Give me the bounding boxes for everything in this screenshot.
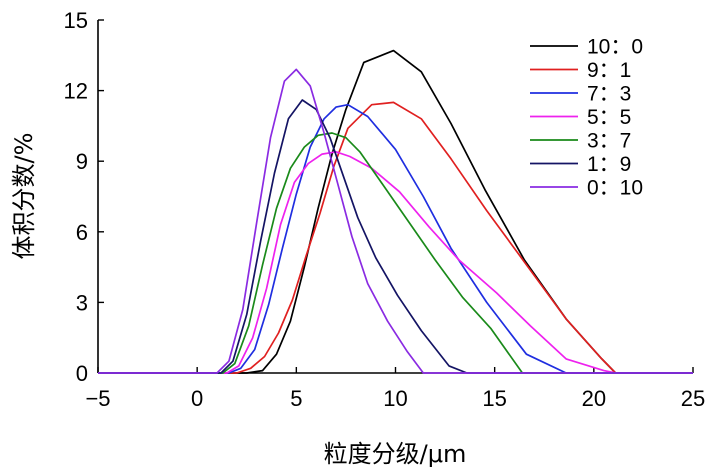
series-line <box>98 99 693 374</box>
y-tick-label: 9 <box>76 149 88 174</box>
x-tick-label: −5 <box>85 386 110 411</box>
series-line <box>98 101 693 374</box>
series-line <box>98 150 693 374</box>
legend-label: 7：3 <box>587 83 631 106</box>
y-tick-label: 3 <box>76 290 88 315</box>
legend-label: 10：0 <box>587 36 643 59</box>
y-tick-label: 0 <box>76 361 88 386</box>
x-tick-label: 0 <box>191 386 203 411</box>
legend: 10：09：17：35：53：71：90：10 <box>530 36 643 200</box>
y-tick-label: 6 <box>76 220 88 245</box>
x-axis-title: 粒度分级/μm <box>324 440 467 468</box>
series-line <box>98 132 693 374</box>
legend-label: 0：10 <box>587 177 643 200</box>
x-ticks: −5 0 5 10 15 20 25 <box>85 367 705 411</box>
legend-label: 9：1 <box>587 59 631 82</box>
y-axis-title: 体积分数/% <box>10 133 38 260</box>
legend-label: 5：5 <box>587 106 631 129</box>
x-tick-label: 25 <box>681 386 705 411</box>
y-tick-label: 15 <box>64 8 88 33</box>
x-tick-label: 10 <box>383 386 407 411</box>
y-ticks: 0 3 6 9 12 15 <box>64 8 104 386</box>
x-tick-label: 5 <box>290 386 302 411</box>
y-tick-label: 12 <box>64 79 88 104</box>
x-tick-label: 20 <box>582 386 606 411</box>
series-line <box>98 103 693 374</box>
series-line <box>98 68 693 374</box>
legend-label: 3：7 <box>587 130 631 153</box>
x-tick-label: 15 <box>482 386 506 411</box>
legend-label: 1：9 <box>587 153 631 176</box>
series-lines <box>98 49 693 374</box>
